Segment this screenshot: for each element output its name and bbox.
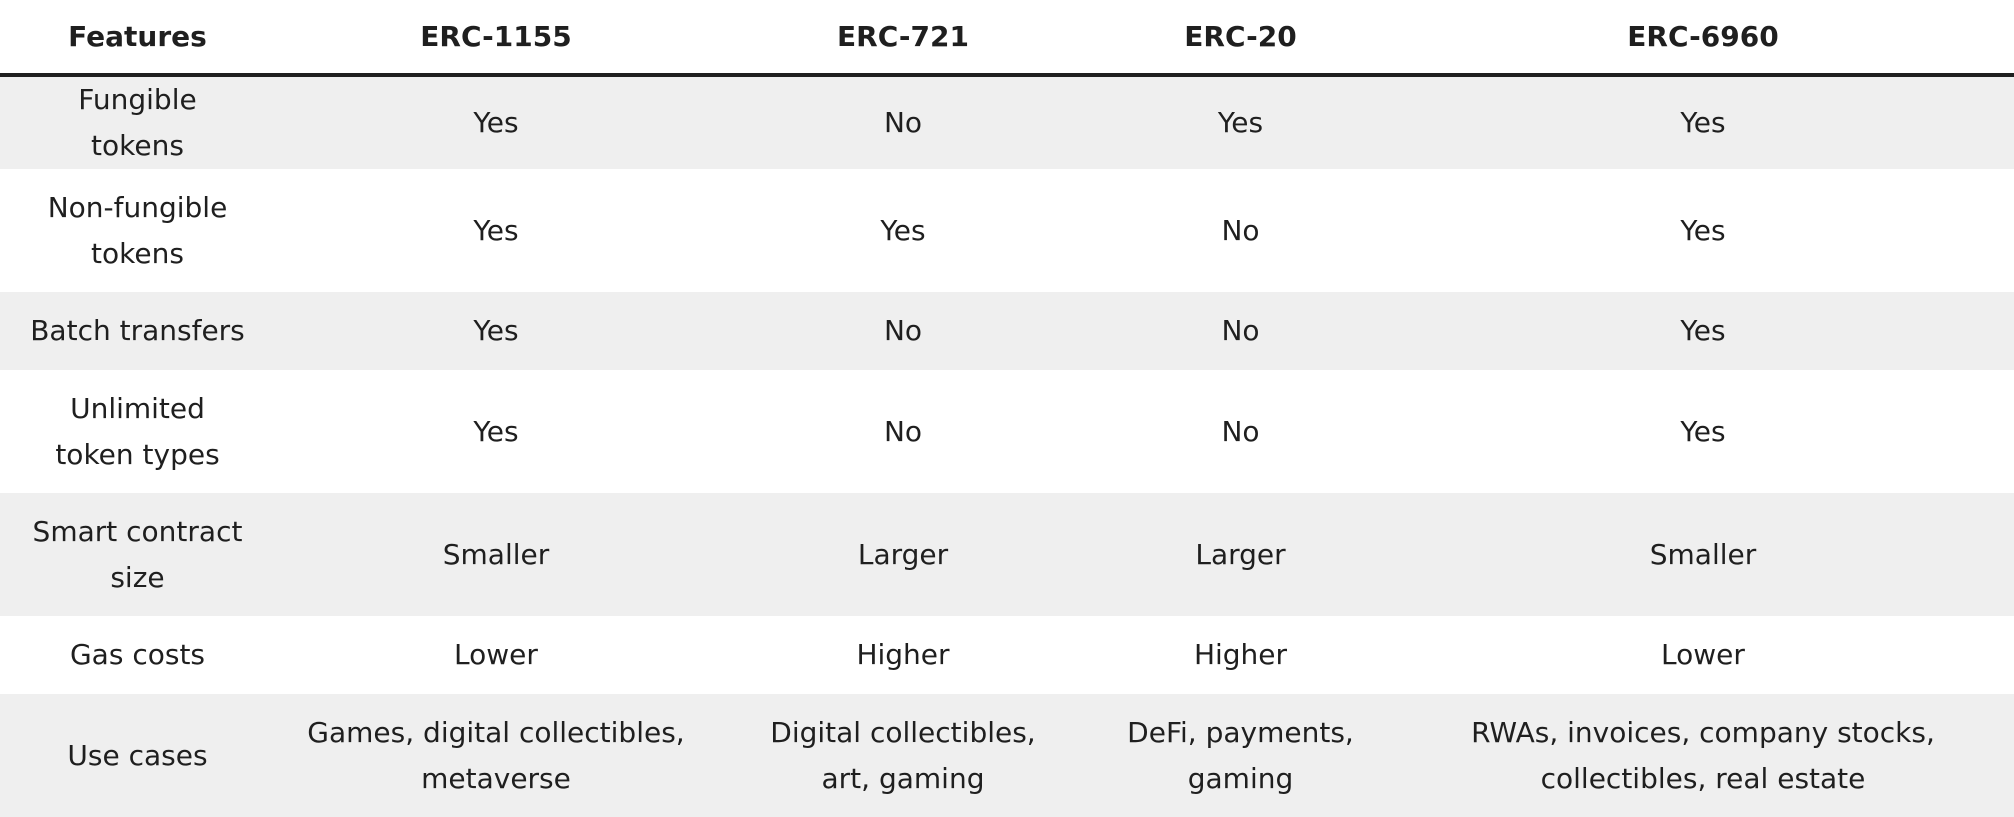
feature-cell: Non-fungible tokens: [47, 190, 228, 270]
table-row: Unlimited token types Yes No No Yes: [0, 370, 2014, 493]
value-cell: Lower: [1661, 638, 1745, 671]
value-cell: No: [883, 314, 923, 347]
value-cell: DeFi, payments, gaming: [1127, 715, 1354, 795]
table-body: Fungible tokens Yes No Yes Yes Non-fungible t…: [0, 75, 2014, 817]
table-header: Features ERC-1155 ERC-721 ERC-20 ERC-6960: [0, 0, 2014, 77]
column-header: ERC-20: [1089, 0, 1392, 77]
value-cell: Higher: [1193, 638, 1288, 671]
value-cell: RWAs, invoices, company stocks, collecti…: [1471, 715, 1935, 795]
feature-cell: Smart contract size: [32, 514, 243, 594]
header-row: Features ERC-1155 ERC-721 ERC-20 ERC-6960: [0, 0, 2014, 77]
value-cell: Yes: [1680, 213, 1726, 247]
value-cell: Larger: [857, 537, 949, 571]
column-header: ERC-721: [717, 0, 1089, 77]
value-cell: Higher: [856, 638, 950, 671]
value-cell: Lower: [454, 638, 538, 671]
value-cell: Yes: [473, 106, 519, 139]
value-cell: Smaller: [442, 537, 550, 571]
table-row: Batch transfers Yes No No Yes: [0, 292, 2014, 370]
column-header: ERC-1155: [275, 0, 717, 77]
table-row: Gas costs Lower Higher Higher Lower: [0, 616, 2014, 694]
table-row: Use cases Games, digital collectibles, me…: [0, 694, 2014, 817]
table-row: Non-fungible tokens Yes Yes No Yes: [0, 169, 2014, 292]
value-cell: Yes: [473, 213, 519, 247]
value-cell: Yes: [1680, 414, 1726, 448]
value-cell: Digital collectibles, art, gaming: [770, 715, 1036, 795]
feature-cell: Use cases: [67, 738, 208, 772]
value-cell: Smaller: [1649, 537, 1757, 571]
column-header: Features: [0, 0, 275, 77]
table-row: Fungible tokens Yes No Yes Yes: [0, 75, 2014, 169]
value-cell: Yes: [1680, 314, 1726, 347]
feature-cell: Unlimited token types: [55, 391, 220, 471]
value-cell: No: [883, 414, 923, 448]
column-header: ERC-6960: [1392, 0, 2014, 77]
value-cell: Games, digital collectibles, metaverse: [307, 715, 685, 795]
value-cell: No: [1221, 314, 1260, 347]
value-cell: No: [1221, 213, 1260, 247]
value-cell: Yes: [1680, 106, 1726, 139]
table-row: Smart contract size Smaller Larger Larger Sm…: [0, 493, 2014, 616]
value-cell: No: [883, 106, 923, 139]
value-cell: Larger: [1195, 537, 1286, 571]
feature-cell: Batch transfers: [30, 314, 245, 347]
value-cell: Yes: [473, 314, 519, 347]
feature-cell: Fungible tokens: [78, 83, 197, 162]
value-cell: No: [1221, 414, 1260, 448]
feature-cell: Gas costs: [69, 638, 206, 671]
value-cell: Yes: [473, 414, 519, 448]
value-cell: Yes: [1217, 106, 1264, 139]
value-cell: Yes: [880, 213, 926, 247]
